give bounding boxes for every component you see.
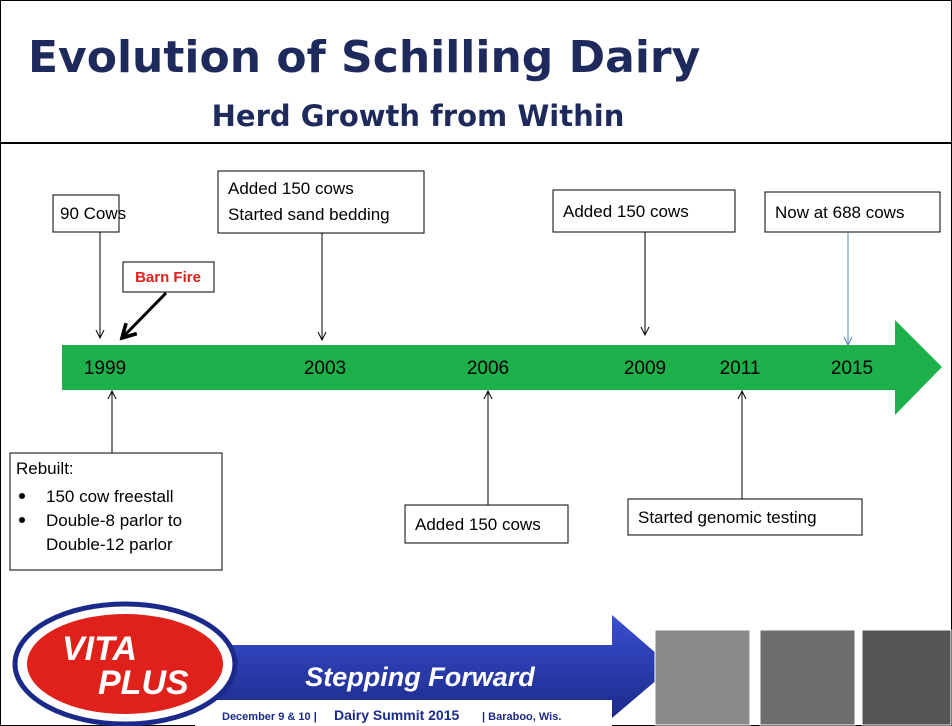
event-label: Double-12 parlor (46, 535, 173, 554)
event-label: 150 cow freestall (46, 487, 174, 506)
event-label: Started sand bedding (228, 205, 390, 224)
event-label: Double-8 parlor to (46, 511, 182, 530)
tagline: December 9 & 10 | (222, 711, 317, 723)
event-label: Now at 688 cows (775, 203, 904, 222)
photo (862, 630, 951, 725)
logo-text: PLUS (98, 664, 189, 702)
event-label: Added 150 cows (415, 515, 541, 534)
tagline: Dairy Summit 2015 (334, 707, 459, 723)
event-label: Added 150 cows (228, 179, 354, 198)
event-label: Barn Fire (135, 269, 201, 286)
event-label: 90 Cows (60, 204, 126, 223)
tagline: | Baraboo, Wis. (482, 711, 561, 723)
year: 2009 (624, 358, 666, 379)
photo (655, 630, 750, 725)
year: 2015 (831, 358, 873, 379)
subtitle: Herd Growth from Within (212, 99, 625, 133)
event-label: Rebuilt: (16, 459, 74, 478)
title: Evolution of Schilling Dairy (28, 32, 700, 83)
year: 2011 (720, 358, 761, 379)
photo (760, 630, 855, 725)
banner-text: Stepping Forward (305, 662, 535, 692)
bullet (19, 493, 25, 499)
bullet (19, 517, 25, 523)
event-label: Added 150 cows (563, 202, 689, 221)
logo-text: VITA (62, 630, 137, 668)
year: 2006 (467, 358, 509, 379)
event-label: Started genomic testing (638, 508, 817, 527)
year: 1999 (84, 358, 126, 379)
year: 2003 (304, 358, 346, 379)
slide: Evolution of Schilling Dairy Herd Growth… (0, 0, 952, 726)
